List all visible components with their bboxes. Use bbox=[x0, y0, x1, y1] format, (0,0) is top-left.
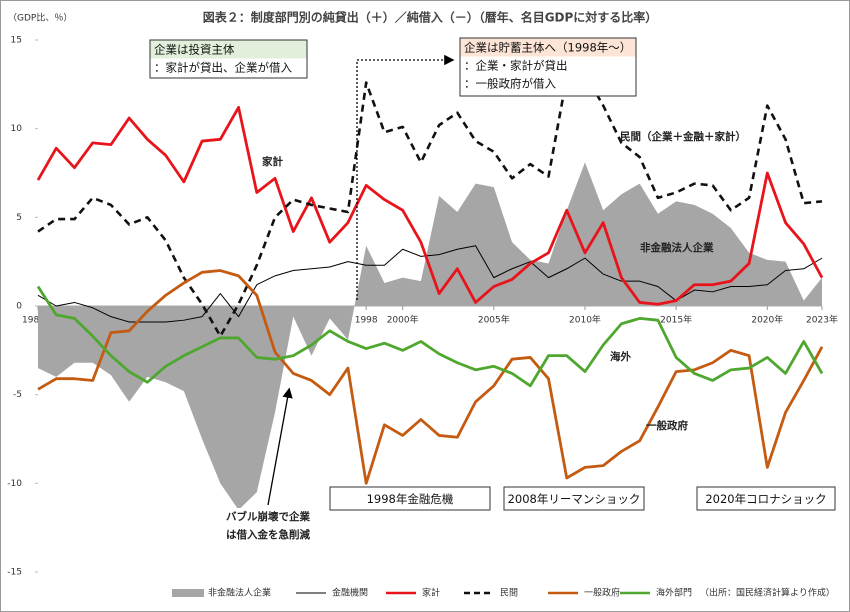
annotation-text: バブル崩壊で企業 bbox=[226, 510, 310, 523]
annotation-text: 企業は投資主体 bbox=[154, 43, 235, 57]
annotation-text: 企業は貯蓄主体へ（1998年～） bbox=[464, 41, 631, 55]
source-note: （出所：国民経済計算より作成） bbox=[700, 587, 835, 599]
annotation-head bbox=[150, 40, 307, 59]
line bbox=[37, 245, 823, 323]
area bbox=[38, 162, 822, 510]
annotation-box bbox=[696, 486, 836, 511]
x-tick-label: 1998 bbox=[355, 316, 378, 326]
legend-label: 家計 bbox=[422, 587, 440, 599]
bubble-arrow bbox=[267, 387, 293, 506]
x-tick-label: 2023年 bbox=[806, 314, 838, 326]
y-axis-unit: （GDP比、％） bbox=[8, 12, 72, 24]
legend-label: 民間 bbox=[500, 588, 518, 599]
legend-label: 非金融法人企業 bbox=[208, 587, 271, 599]
annotation-box bbox=[329, 486, 491, 511]
annotation-text: ：一般政府が借入 bbox=[464, 77, 556, 91]
x-tick-label: 2005年 bbox=[478, 314, 510, 326]
y-tick-label: 15 bbox=[11, 36, 22, 46]
line bbox=[37, 72, 823, 338]
series-label: 家計 bbox=[262, 155, 283, 168]
annotation-text: 2020年コロナショック bbox=[705, 492, 826, 506]
legend-label: 一般政府 bbox=[584, 587, 620, 599]
legend-swatch bbox=[172, 589, 204, 597]
line bbox=[36, 285, 824, 388]
x-tick-label: 2010年 bbox=[569, 314, 601, 326]
series-label: 一般政府 bbox=[646, 419, 688, 432]
series-label: 非金融法人企業 bbox=[640, 241, 714, 254]
y-tick-label: -10 bbox=[7, 479, 22, 489]
y-tick-label: 10 bbox=[11, 124, 23, 134]
series-label: 民間（企業＋金融＋家計） bbox=[620, 130, 746, 143]
annotation-text: ：企業・家計が貸出 bbox=[464, 59, 568, 73]
y-tick-label: 0 bbox=[16, 302, 22, 312]
y-tick-label: 5 bbox=[16, 213, 22, 223]
legend-label: 海外部門 bbox=[656, 587, 692, 599]
annotation-text: 1998年金融危機 bbox=[367, 492, 454, 506]
chart-title: 図表２：制度部門別の純貸出（＋）／純借入（－）（暦年、名目GDPに対する比率） bbox=[203, 10, 658, 25]
y-tick-label: -15 bbox=[7, 568, 22, 578]
series-label: 海外 bbox=[610, 350, 631, 363]
annotation-head bbox=[460, 38, 636, 57]
legend-label: 金融機関 bbox=[332, 587, 368, 599]
dotted-arrow bbox=[356, 54, 455, 300]
annotation-box bbox=[503, 486, 645, 511]
x-tick-label: 2000年 bbox=[387, 314, 419, 326]
line bbox=[36, 105, 824, 306]
x-tick-label: 2015年 bbox=[660, 314, 692, 326]
annotation-text: 2008年リーマンショック bbox=[508, 492, 641, 506]
annotation-text: は借入金を急削減 bbox=[226, 528, 310, 541]
x-tick-label: 2020年 bbox=[751, 314, 783, 326]
y-tick-label: -5 bbox=[13, 390, 22, 400]
annotation-text: ：家計が貸出、企業が借入 bbox=[154, 61, 292, 75]
annotation-bg bbox=[222, 508, 314, 544]
